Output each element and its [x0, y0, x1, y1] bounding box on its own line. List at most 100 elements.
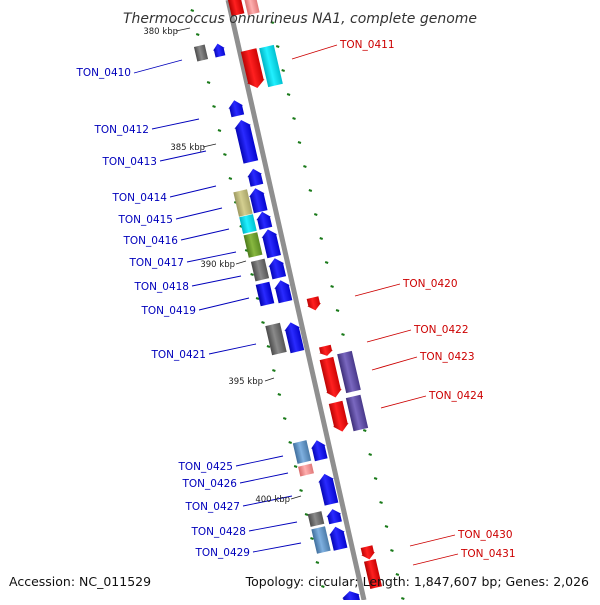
position-tick-mark	[290, 495, 302, 500]
forward-gene-arrow	[228, 100, 245, 118]
forward-gene-label: TON_0417	[128, 257, 184, 269]
reverse-gene-leader	[354, 283, 401, 297]
reverse-gene-block	[363, 559, 383, 589]
scale-dot	[321, 585, 325, 588]
forward-gene-label: TON_0428	[190, 526, 246, 538]
scale-dot	[379, 501, 383, 504]
forward-gene-leader	[151, 118, 200, 130]
scale-dot	[368, 453, 373, 456]
gray-feature	[250, 258, 270, 282]
position-tick-label: 395 kbp	[228, 377, 263, 387]
scale-dot	[261, 321, 265, 324]
scale-dot	[270, 21, 275, 24]
forward-gene-label: TON_0426	[181, 478, 237, 490]
scale-dot	[401, 597, 405, 600]
reverse-gene-arrow	[319, 344, 333, 356]
forward-gene-label: TON_0427	[184, 501, 240, 513]
scale-dot	[373, 477, 378, 480]
pink-feature	[244, 0, 260, 16]
forward-gene-leader	[242, 495, 293, 507]
forward-gene-label: TON_0415	[117, 214, 173, 226]
scale-dot	[319, 237, 324, 240]
forward-gene-arrow	[342, 591, 361, 605]
scale-dot	[297, 141, 302, 144]
map-title: Thermococcus onnurineus NA1, complete ge…	[123, 11, 477, 27]
reverse-gene-leader	[291, 44, 338, 60]
forward-gene-leader	[208, 343, 257, 355]
reverse-gene-label: TON_0423	[419, 351, 475, 363]
scale-dot	[315, 561, 320, 564]
forward-gene-leader	[180, 228, 230, 241]
accession-text: Accession: NC_011529	[9, 574, 151, 589]
forward-gene-arrow	[213, 43, 226, 58]
scale-dot	[190, 9, 195, 12]
scale-dot	[206, 81, 211, 84]
reverse-gene-leader	[409, 534, 456, 547]
forward-gene-leader	[235, 455, 284, 467]
scale-dot	[223, 153, 227, 156]
forward-gene-leader	[169, 185, 217, 198]
reverse-gene-leader	[380, 395, 427, 409]
forward-gene-label: TON_0416	[122, 235, 178, 247]
forward-gene-arrow	[261, 229, 281, 259]
scale-dot	[212, 105, 216, 108]
scale-dot	[250, 273, 254, 276]
position-tick-mark	[235, 260, 247, 265]
forward-gene-leader	[186, 251, 237, 263]
reverse-gene-arrow	[360, 545, 375, 560]
scale-dot	[362, 429, 367, 432]
forward-gene-arrow	[326, 509, 342, 525]
reverse-gene-leader	[366, 329, 412, 343]
reverse-gene-label: TON_0430	[457, 529, 513, 541]
reverse-gene-arrow	[306, 296, 321, 311]
scale-dot	[308, 189, 313, 192]
forward-gene-label: TON_0421	[150, 349, 206, 361]
cyan-feature	[259, 44, 283, 88]
forward-gene-arrow	[274, 280, 293, 304]
cyan-feature	[239, 214, 257, 234]
scale-dot	[275, 45, 280, 48]
scale-dot	[195, 33, 200, 36]
scale-dot	[335, 309, 340, 312]
reverse-gene-label: TON_0431	[460, 548, 516, 560]
scale-dot	[324, 261, 329, 264]
position-tick-label: 390 kbp	[200, 260, 235, 270]
reverse-gene-arrow	[240, 48, 265, 88]
scale-dot	[282, 417, 287, 420]
reverse-gene-arrow	[319, 356, 342, 398]
pink-feature	[298, 463, 314, 477]
reverse-gene-label: TON_0420	[402, 278, 458, 290]
scale-dot	[395, 573, 400, 576]
scale-dot	[384, 525, 389, 528]
forward-gene-arrow	[318, 473, 339, 506]
forward-gene-arrow	[311, 440, 328, 462]
forward-gene-arrow	[284, 322, 305, 354]
gray-feature	[193, 44, 209, 62]
forward-gene-label: TON_0414	[111, 192, 167, 204]
purple-feature	[345, 394, 369, 432]
reverse-gene-leader	[371, 356, 418, 371]
forward-gene-label: TON_0425	[177, 461, 233, 473]
steel-feature	[311, 526, 331, 554]
forward-gene-leader	[248, 521, 298, 532]
steel-feature	[292, 440, 312, 464]
scale-dot	[228, 177, 233, 180]
scale-dot	[313, 213, 318, 216]
reverse-gene-label: TON_0422	[413, 324, 469, 336]
gray-feature	[307, 511, 325, 527]
forward-gene-leader	[198, 297, 250, 311]
olive-feature	[243, 232, 263, 258]
forward-gene-label: TON_0413	[101, 156, 157, 168]
forward-gene-leader	[252, 542, 302, 553]
purple-feature	[337, 350, 361, 394]
position-tick-label: 385 kbp	[170, 143, 205, 153]
forward-gene-arrow	[249, 188, 268, 214]
forward-gene-arrow	[256, 211, 273, 230]
reverse-gene-arrow	[328, 400, 349, 432]
forward-gene-leader	[133, 59, 183, 74]
position-tick-label: 380 kbp	[143, 27, 178, 37]
scale-dot	[341, 333, 345, 336]
scale-dot	[390, 549, 394, 552]
position-tick-mark	[202, 143, 217, 148]
